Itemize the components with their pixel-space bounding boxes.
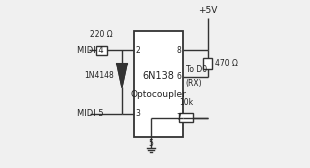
Text: 1N4148: 1N4148 bbox=[84, 71, 114, 80]
Polygon shape bbox=[117, 64, 127, 87]
Text: 5: 5 bbox=[148, 139, 153, 148]
Bar bbox=[203, 58, 212, 69]
Text: 7: 7 bbox=[176, 113, 181, 122]
Text: MIDI 4: MIDI 4 bbox=[78, 46, 104, 55]
Text: Optocoupler: Optocoupler bbox=[131, 90, 186, 99]
Text: 6: 6 bbox=[176, 72, 181, 81]
Text: To D0: To D0 bbox=[186, 66, 207, 74]
Text: 2: 2 bbox=[135, 46, 140, 55]
Text: 8: 8 bbox=[176, 46, 181, 55]
Text: MIDI 5: MIDI 5 bbox=[78, 109, 104, 118]
Text: (RX): (RX) bbox=[186, 79, 202, 88]
Text: 220 Ω: 220 Ω bbox=[90, 30, 113, 39]
Text: 3: 3 bbox=[135, 109, 140, 118]
Text: 10k: 10k bbox=[179, 98, 193, 107]
Bar bbox=[95, 46, 107, 55]
Text: 6N138: 6N138 bbox=[142, 71, 174, 80]
Text: +5V: +5V bbox=[198, 6, 218, 15]
Text: 470 Ω: 470 Ω bbox=[215, 59, 238, 68]
Bar bbox=[134, 31, 183, 137]
Bar bbox=[179, 113, 193, 122]
